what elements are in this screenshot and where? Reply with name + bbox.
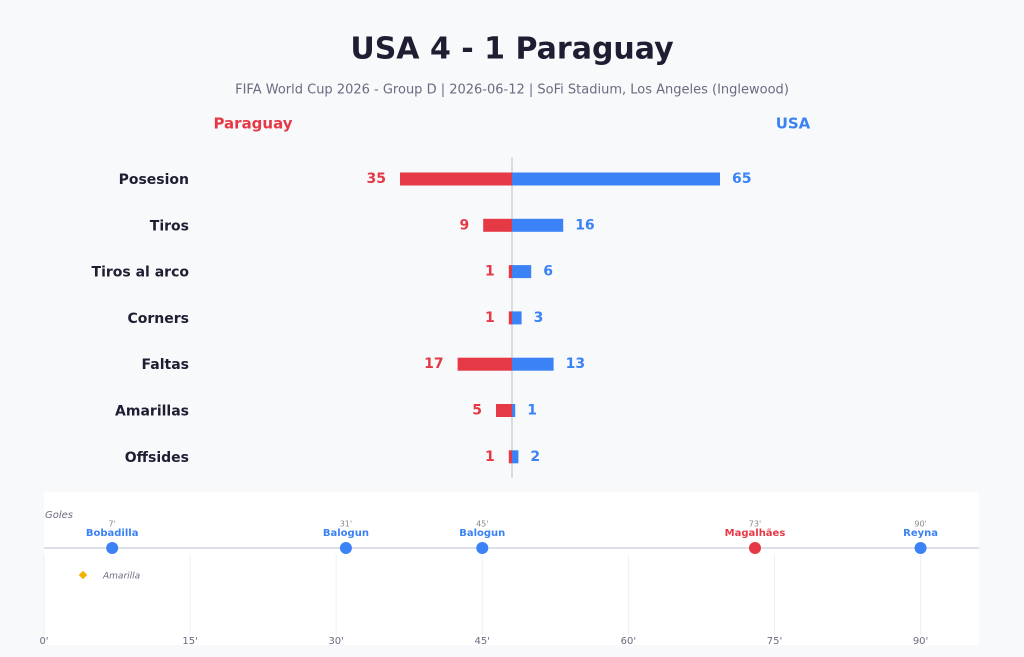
goal-marker bbox=[748, 542, 761, 554]
bar bbox=[512, 265, 532, 279]
value-label: 16 bbox=[575, 217, 594, 233]
goal-marker bbox=[914, 542, 927, 554]
category-label: Amarillas bbox=[115, 404, 189, 420]
bar bbox=[512, 357, 554, 371]
bar bbox=[483, 218, 512, 232]
goal-player: Magalhães bbox=[725, 528, 786, 539]
subtitle: FIFA World Cup 2026 - Group D | 2026-06-… bbox=[235, 83, 789, 98]
bar bbox=[508, 265, 512, 279]
title: USA 4 - 1 Paraguay bbox=[350, 32, 674, 67]
value-label: 17 bbox=[424, 356, 443, 372]
bar bbox=[512, 172, 720, 186]
value-label: 3 bbox=[534, 310, 544, 326]
value-label: 1 bbox=[527, 403, 537, 419]
team-label: USA bbox=[776, 115, 811, 133]
x-tick-label: 30' bbox=[328, 636, 343, 647]
value-label: 5 bbox=[472, 403, 482, 419]
goal-minute: 90' bbox=[914, 520, 926, 529]
goal-minute: 31' bbox=[340, 520, 352, 529]
team-label: Paraguay bbox=[213, 115, 292, 133]
goal-player: Reyna bbox=[903, 528, 938, 539]
legend-label: Amarilla bbox=[102, 572, 140, 582]
value-label: 9 bbox=[459, 217, 469, 233]
x-tick-label: 45' bbox=[475, 636, 490, 647]
category-label: Posesion bbox=[119, 172, 189, 188]
goal-minute: 7' bbox=[109, 520, 116, 529]
bar bbox=[508, 450, 512, 464]
goal-player: Bobadilla bbox=[86, 528, 139, 539]
x-tick-label: 60' bbox=[621, 636, 636, 647]
x-tick-label: 0' bbox=[39, 636, 48, 647]
x-tick-label: 75' bbox=[767, 636, 782, 647]
bar bbox=[512, 311, 522, 325]
value-label: 6 bbox=[543, 264, 553, 280]
bar bbox=[400, 172, 512, 186]
timeline-panel bbox=[44, 492, 979, 645]
goal-marker bbox=[339, 542, 352, 554]
category-label: Offsides bbox=[125, 450, 189, 466]
value-label: 1 bbox=[485, 449, 495, 465]
goal-minute: 73' bbox=[749, 520, 761, 529]
goal-minute: 45' bbox=[476, 520, 488, 529]
value-label: 35 bbox=[367, 171, 386, 187]
value-label: 13 bbox=[566, 356, 585, 372]
value-label: 2 bbox=[530, 449, 540, 465]
timeline-title: Goles bbox=[45, 510, 73, 521]
bar bbox=[496, 404, 512, 417]
goal-marker bbox=[106, 542, 119, 554]
category-label: Faltas bbox=[142, 357, 189, 373]
x-tick-label: 90' bbox=[913, 636, 928, 647]
goal-player: Balogun bbox=[459, 528, 505, 539]
value-label: 65 bbox=[732, 171, 751, 187]
category-label: Corners bbox=[128, 311, 190, 327]
category-label: Tiros bbox=[150, 218, 189, 234]
bar bbox=[512, 218, 564, 232]
value-label: 1 bbox=[485, 310, 495, 326]
value-label: 1 bbox=[485, 264, 495, 280]
bar bbox=[512, 450, 519, 464]
goal-player: Balogun bbox=[323, 528, 369, 539]
goal-marker bbox=[476, 542, 489, 554]
bar bbox=[512, 404, 516, 417]
x-tick-label: 15' bbox=[182, 636, 197, 647]
category-label: Tiros al arco bbox=[92, 265, 190, 281]
bar bbox=[457, 357, 512, 371]
bar bbox=[508, 311, 512, 325]
